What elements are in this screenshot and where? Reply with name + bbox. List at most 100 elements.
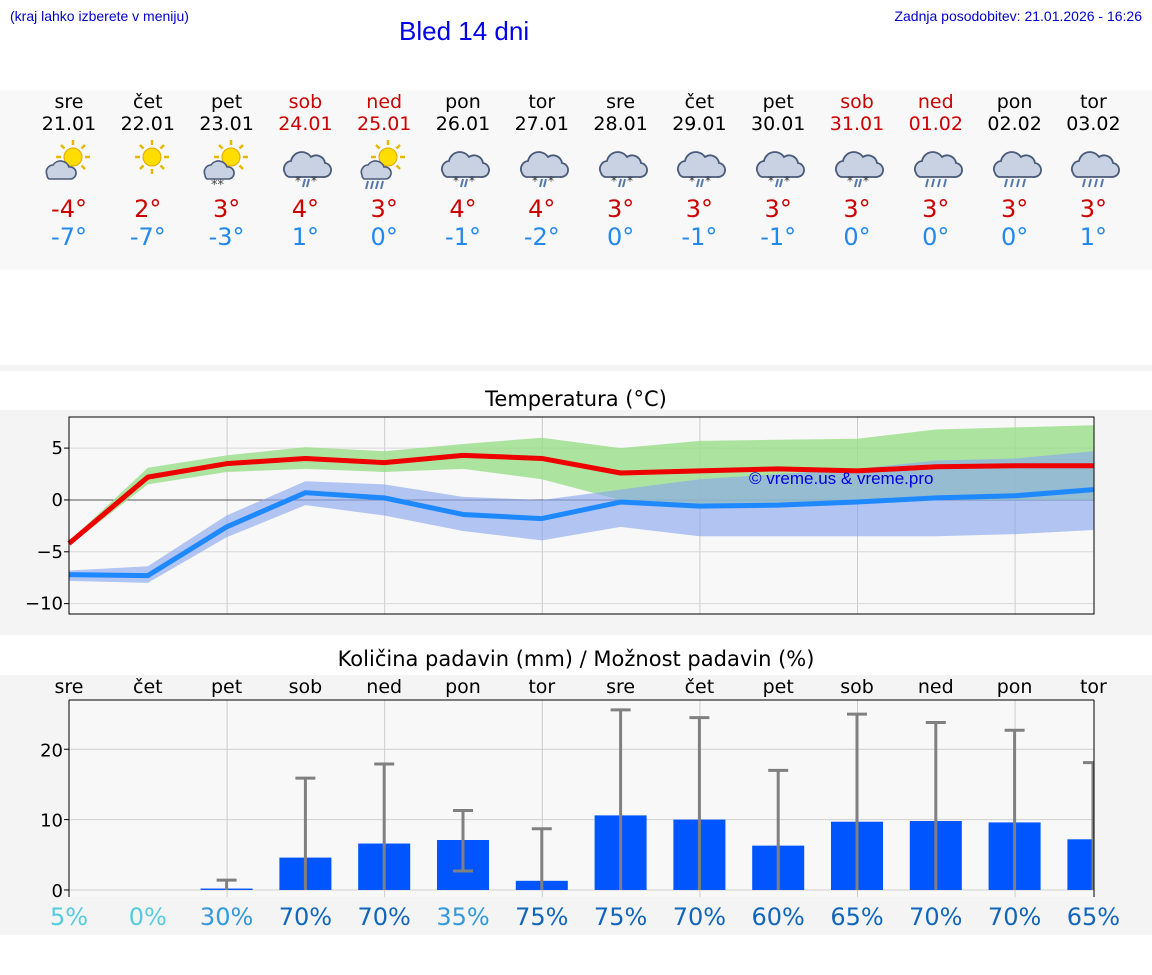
forecast-weekday: tor [528, 91, 556, 113]
precipitation-chance: 70% [357, 903, 411, 931]
precipitation-day-label: pon [997, 676, 1033, 698]
sun-icon [134, 140, 169, 174]
svg-text:*: * [453, 174, 459, 188]
precipitation-chance: 30% [199, 903, 254, 931]
forecast-weekday: sob [840, 91, 874, 113]
precipitation-day-label: pet [211, 676, 242, 698]
cloud-sleet-icon: * * [283, 151, 333, 188]
forecast-date: 25.01 [356, 113, 412, 135]
forecast-weekday: pet [210, 91, 243, 113]
precipitation-chance: 35% [436, 903, 490, 931]
forecast-day: pet 30.01 * * 3° -1° [738, 90, 818, 251]
svg-text:*: * [768, 174, 774, 188]
precipitation-day-label: sre [606, 676, 635, 698]
precipitation-chance: 60% [751, 903, 805, 931]
forecast-min-temp: -7° [129, 223, 166, 251]
precipitation-chance: 75% [515, 903, 569, 931]
region-menu-note[interactable]: (kraj lahko izberete v meniju) [10, 8, 189, 24]
precipitation-day-label: sob [840, 676, 874, 698]
temperature-plot-frame [68, 416, 1095, 615]
svg-text:*: * [784, 174, 790, 188]
forecast-max-temp: 4° [528, 195, 556, 223]
forecast-date: 30.01 [750, 113, 806, 135]
y-tick-label: −10 [25, 594, 63, 615]
forecast-weekday: čet [684, 91, 715, 113]
forecast-weekday: tor [1079, 91, 1107, 113]
forecast-min-temp: 0° [843, 223, 871, 251]
svg-text:*: * [863, 174, 869, 188]
forecast-min-temp: -1° [760, 223, 797, 251]
svg-text:*: * [689, 174, 695, 188]
min-temperature-band [69, 451, 1094, 583]
forecast-min-temp: -1° [681, 223, 718, 251]
cloud-rain-icon [1071, 151, 1121, 188]
precipitation-day-label: pon [445, 676, 481, 698]
svg-text:*: * [705, 174, 711, 188]
forecast-max-temp: 3° [606, 195, 635, 223]
svg-text:**: ** [211, 178, 225, 189]
forecast-day: pon 26.01 * * 4° -1° [423, 90, 503, 251]
forecast-max-temp: 3° [1000, 195, 1029, 223]
forecast-day: pon 02.02 3° 0° [975, 90, 1055, 251]
forecast-min-temp: -1° [445, 223, 481, 251]
forecast-max-temp: 2° [134, 195, 162, 223]
y-tick-label: 20 [40, 740, 63, 761]
precipitation-chance: 0% [128, 903, 167, 931]
cloud-sleet-icon: * * [677, 151, 727, 188]
forecast-max-temp: 3° [843, 195, 871, 223]
forecast-min-temp: -7° [51, 223, 87, 251]
forecast-min-temp: 0° [922, 223, 950, 251]
forecast-day: tor 03.02 3° 1° [1053, 90, 1133, 251]
forecast-weekday: sob [288, 91, 323, 113]
forecast-day: čet 29.01 * * 3° -1° [659, 90, 739, 251]
forecast-weekday: ned [366, 91, 403, 113]
forecast-weekday: pon [996, 91, 1033, 113]
forecast-max-temp: 3° [1079, 195, 1108, 223]
max-temperature-band [69, 425, 1094, 546]
svg-text:*: * [847, 174, 853, 188]
forecast-max-temp: 4° [449, 195, 477, 223]
forecast-date: 29.01 [672, 113, 727, 135]
precipitation-chance: 70% [278, 903, 333, 931]
svg-text:*: * [469, 174, 475, 188]
forecast-min-temp: 0° [606, 223, 635, 251]
cloud-sleet-icon: * * [441, 151, 490, 188]
precipitation-chart-title: Količina padavin (mm) / Možnost padavin … [337, 647, 815, 671]
precipitation-day-label: čet [685, 676, 715, 698]
precipitation-chance: 65% [830, 903, 884, 931]
last-update-text: Zadnja posodobitev: 21.01.2026 - 16:26 [894, 8, 1142, 24]
max-temperature-line [67, 452, 1094, 546]
precipitation-day-label: tor [528, 676, 555, 698]
precipitation-chance: 75% [593, 903, 648, 931]
forecast-date: 03.02 [1066, 113, 1121, 135]
svg-text:*: * [611, 174, 617, 188]
forecast-weekday: pet [762, 91, 794, 113]
forecast-min-temp: -2° [523, 223, 560, 251]
precipitation-chance: 65% [1066, 903, 1121, 931]
y-tick-label: 0 [52, 490, 63, 511]
precipitation-chance: 5% [49, 903, 89, 931]
forecast-weekday: čet [133, 91, 163, 113]
forecast-day: sre 21.01 -4° -7° [29, 90, 109, 251]
forecast-min-temp: 0° [1000, 223, 1029, 251]
svg-text:*: * [627, 174, 633, 188]
temperature-chart-title: Temperatura (°C) [485, 387, 667, 411]
cloud-sleet-icon: * * [756, 151, 806, 188]
svg-text:*: * [548, 174, 554, 188]
forecast-date: 22.01 [120, 113, 175, 135]
forecast-day: sob 24.01 * * 4° 1° [265, 90, 345, 251]
svg-text:*: * [311, 174, 317, 188]
forecast-date: 01.02 [908, 113, 963, 135]
precipitation-day-label: sob [289, 676, 323, 698]
forecast-day: tor 27.01 * * 4° -2° [502, 90, 582, 251]
precipitation-day-label: pet [763, 676, 794, 698]
forecast-max-temp: 3° [685, 195, 714, 223]
forecast-min-temp: -3° [208, 223, 245, 251]
precipitation-day-label: tor [1080, 676, 1107, 698]
forecast-date: 02.02 [987, 113, 1042, 135]
sun-cloud-icon [45, 140, 90, 180]
forecast-max-temp: 3° [922, 195, 950, 223]
y-tick-label: 5 [52, 438, 63, 459]
forecast-day: ned 25.01 3° 0° [344, 90, 424, 251]
